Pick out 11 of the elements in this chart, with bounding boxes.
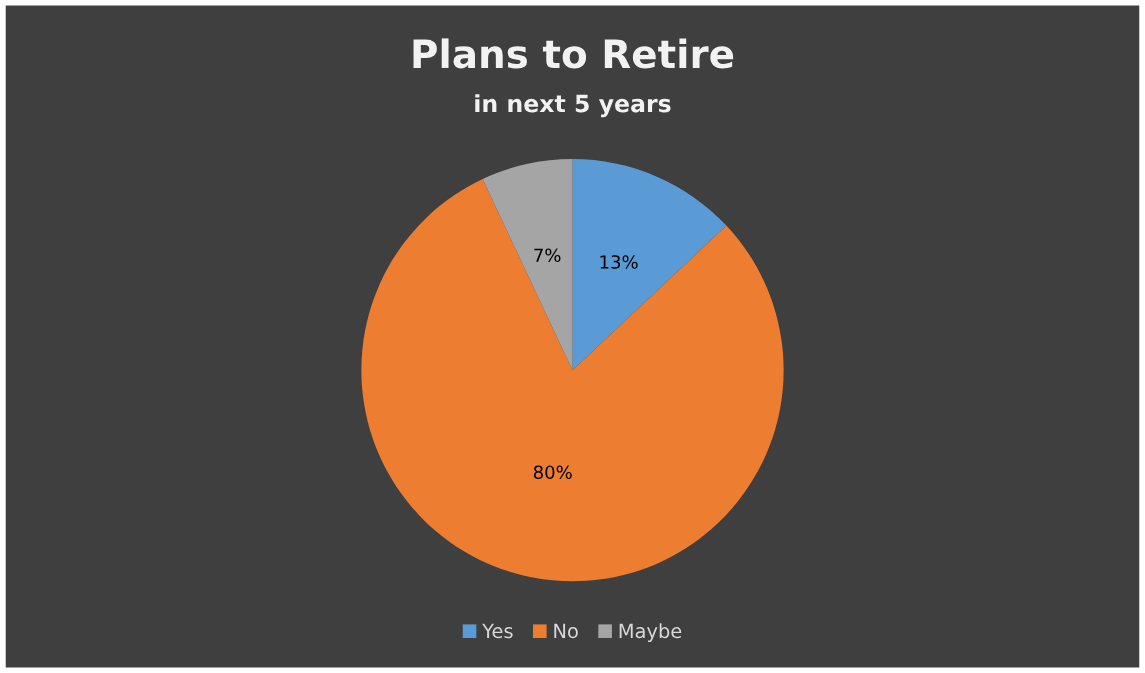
data-label: 80%	[533, 465, 572, 480]
legend-label: No	[554, 623, 578, 639]
pie-slice	[572, 159, 727, 371]
legend-label: Yes	[482, 623, 513, 639]
pie-slice	[361, 179, 784, 582]
legend-label: Maybe	[619, 623, 682, 643]
pie-slice	[482, 159, 573, 371]
data-label: 13%	[600, 255, 638, 269]
chart-title: Plans to Retire	[413, 38, 734, 69]
data-label: 7%	[534, 248, 561, 263]
chart-subtitle: in next 5 years	[475, 94, 671, 118]
